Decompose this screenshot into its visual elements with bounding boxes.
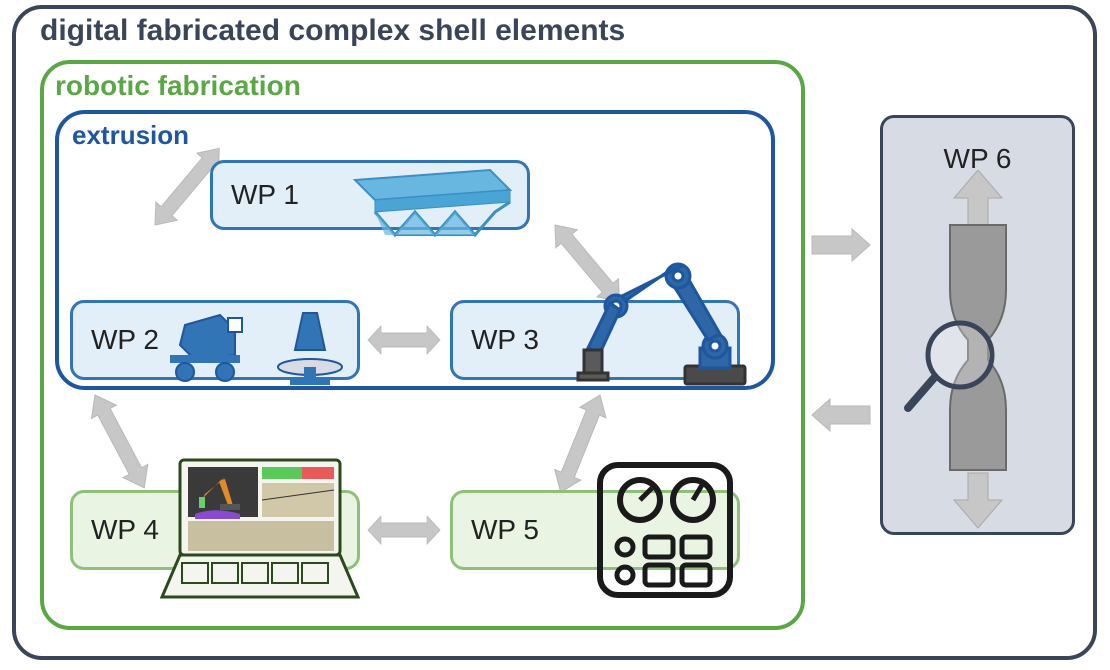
extrusion-label: extrusion <box>72 120 189 151</box>
robot-arm-icon <box>570 248 760 393</box>
laptop-sim-icon <box>160 455 360 610</box>
wp3-label: WP 3 <box>471 324 539 356</box>
robotic-label: robotic fabrication <box>55 70 301 102</box>
specimen-test-icon <box>890 170 1065 530</box>
mixer-rheometer-icon <box>160 295 360 390</box>
shell-structure-icon <box>340 150 525 240</box>
outer-label: digital fabricated complex shell element… <box>40 14 625 48</box>
control-panel-icon <box>590 455 740 605</box>
wp1-label: WP 1 <box>231 179 299 211</box>
wp4-label: WP 4 <box>91 514 159 546</box>
wp5-label: WP 5 <box>471 514 539 546</box>
wp2-label: WP 2 <box>91 324 159 356</box>
